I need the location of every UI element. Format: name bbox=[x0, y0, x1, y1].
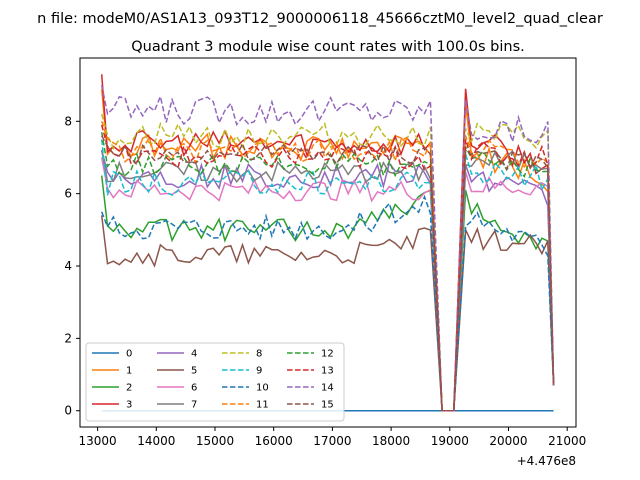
series-line-8 bbox=[100, 113, 555, 412]
legend-label-8: 8 bbox=[256, 349, 262, 360]
legend-label-1: 1 bbox=[126, 366, 132, 377]
plot-area bbox=[100, 74, 555, 412]
legend-label-14: 14 bbox=[321, 383, 334, 394]
legend-label-7: 7 bbox=[191, 400, 197, 411]
y-tick-label: 2 bbox=[64, 331, 72, 345]
chart-title: Quadrant 3 module wise count rates with … bbox=[131, 39, 525, 55]
x-tick-label: 20000 bbox=[489, 434, 527, 448]
legend-label-11: 11 bbox=[256, 400, 269, 411]
y-tick-label: 6 bbox=[64, 187, 72, 201]
x-tick-label: 15000 bbox=[196, 434, 234, 448]
legend-label-9: 9 bbox=[256, 366, 262, 377]
x-axis: 13000 14000 15000 16000 17000 18000 19000 20000… bbox=[79, 427, 586, 448]
legend-label-6: 6 bbox=[191, 383, 197, 394]
legend-label-15: 15 bbox=[321, 400, 334, 411]
legend-label-10: 10 bbox=[256, 383, 269, 394]
series-line-5 bbox=[100, 215, 555, 412]
axes-frame bbox=[79, 57, 577, 428]
series-line-4 bbox=[100, 150, 555, 412]
x-tick-label: 13000 bbox=[79, 434, 117, 448]
legend-label-3: 3 bbox=[126, 400, 132, 411]
legend-label-0: 0 bbox=[126, 349, 132, 360]
legend-label-4: 4 bbox=[191, 349, 197, 360]
series-line-9 bbox=[100, 139, 555, 412]
x-tick-label: 17000 bbox=[313, 434, 351, 448]
x-offset-label: +4.476e8 bbox=[517, 454, 576, 468]
y-tick-label: 4 bbox=[64, 259, 72, 273]
y-axis: 0 2 4 6 8 bbox=[64, 114, 80, 418]
legend-label-13: 13 bbox=[321, 366, 334, 377]
series-line-10 bbox=[101, 194, 555, 412]
x-tick-label: 21000 bbox=[548, 434, 586, 448]
legend-box bbox=[85, 342, 345, 422]
figure-suptitle: n file: modeM0/AS1A13_093T12_9000006118_… bbox=[37, 11, 603, 27]
y-tick-label: 0 bbox=[64, 404, 72, 418]
x-tick-label: 14000 bbox=[137, 434, 175, 448]
legend-label-5: 5 bbox=[191, 366, 197, 377]
series-line-2 bbox=[100, 175, 555, 412]
legend-label-2: 2 bbox=[126, 383, 132, 394]
x-tick-label: 16000 bbox=[255, 434, 293, 448]
series-line-6 bbox=[100, 157, 555, 412]
series-line-13 bbox=[100, 124, 555, 412]
y-tick-label: 8 bbox=[64, 114, 72, 128]
legend-label-12: 12 bbox=[321, 349, 334, 360]
series-line-12 bbox=[100, 132, 555, 412]
x-tick-label: 19000 bbox=[431, 434, 469, 448]
x-tick-label: 18000 bbox=[372, 434, 410, 448]
